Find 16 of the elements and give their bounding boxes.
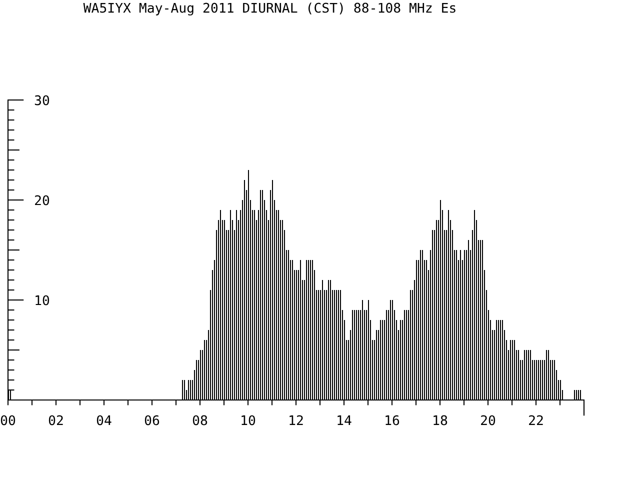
x-tick-label: 16 bbox=[386, 415, 400, 426]
x-tick-label: 18 bbox=[434, 415, 448, 426]
x-tick-label: 02 bbox=[48, 415, 63, 426]
x-tick-label: 12 bbox=[290, 415, 303, 426]
x-tick-label: 04 bbox=[96, 415, 112, 426]
y-tick-label: 30 bbox=[34, 95, 50, 106]
x-tick-label: 20 bbox=[481, 415, 496, 426]
x-tick-label: 00 bbox=[0, 415, 16, 426]
x-tick-label: 10 bbox=[242, 415, 256, 426]
x-tick-label: 14 bbox=[338, 415, 352, 426]
y-tick-label: 20 bbox=[35, 195, 50, 206]
x-tick-label: 06 bbox=[144, 415, 160, 426]
chart-title: WA5IYX May-Aug 2011 DIURNAL (CST) 88-108 MHz Es bbox=[83, 2, 456, 16]
x-tick-label: 22 bbox=[529, 415, 543, 426]
x-tick-label: 08 bbox=[192, 415, 208, 426]
y-tick-label: 10 bbox=[36, 295, 50, 306]
